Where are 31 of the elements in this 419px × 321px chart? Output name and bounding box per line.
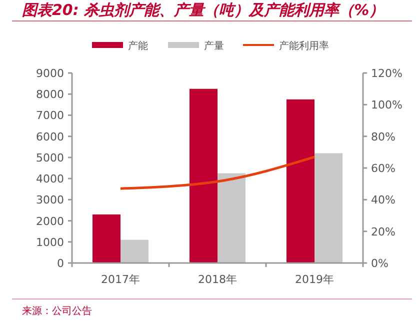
bar: [190, 88, 218, 263]
bar: [286, 99, 314, 263]
legend-label: 产量: [204, 40, 224, 52]
y-tick-label: 9000: [36, 67, 64, 80]
y-tick-label: 8000: [36, 88, 64, 102]
bar: [314, 153, 342, 263]
y-tick-label: 0: [57, 257, 64, 270]
y2-tick-label: 0%: [371, 257, 388, 270]
y-tick-label: 3000: [36, 194, 64, 207]
y2-tick-label: 40%: [371, 194, 396, 207]
y-tick-label: 2000: [36, 214, 64, 228]
chart-title: 图表20: 杀虫剂产能、产量（吨）及产能利用率（%）: [22, 1, 384, 19]
bar: [120, 240, 148, 263]
x-tick-label: 2019年: [295, 273, 334, 286]
x-tick-label: 2017年: [101, 273, 140, 286]
bar: [92, 214, 120, 263]
y-tick-label: 6000: [36, 130, 64, 144]
y2-tick-label: 80%: [371, 130, 396, 144]
y2-tick-label: 20%: [371, 225, 396, 238]
source-note: 来源：公司公告: [22, 305, 92, 317]
y-tick-label: 4000: [36, 172, 64, 186]
bar: [218, 173, 246, 263]
x-tick-label: 2018年: [198, 273, 237, 286]
y-tick-label: 5000: [36, 151, 64, 164]
legend-label: 产能利用率: [279, 40, 329, 52]
legend-label: 产能: [128, 40, 148, 52]
y-tick-label: 1000: [36, 236, 64, 249]
y2-tick-label: 100%: [371, 98, 402, 112]
y-tick-label: 7000: [36, 109, 64, 122]
y2-tick-label: 120%: [371, 67, 402, 80]
y2-tick-label: 60%: [371, 162, 396, 175]
